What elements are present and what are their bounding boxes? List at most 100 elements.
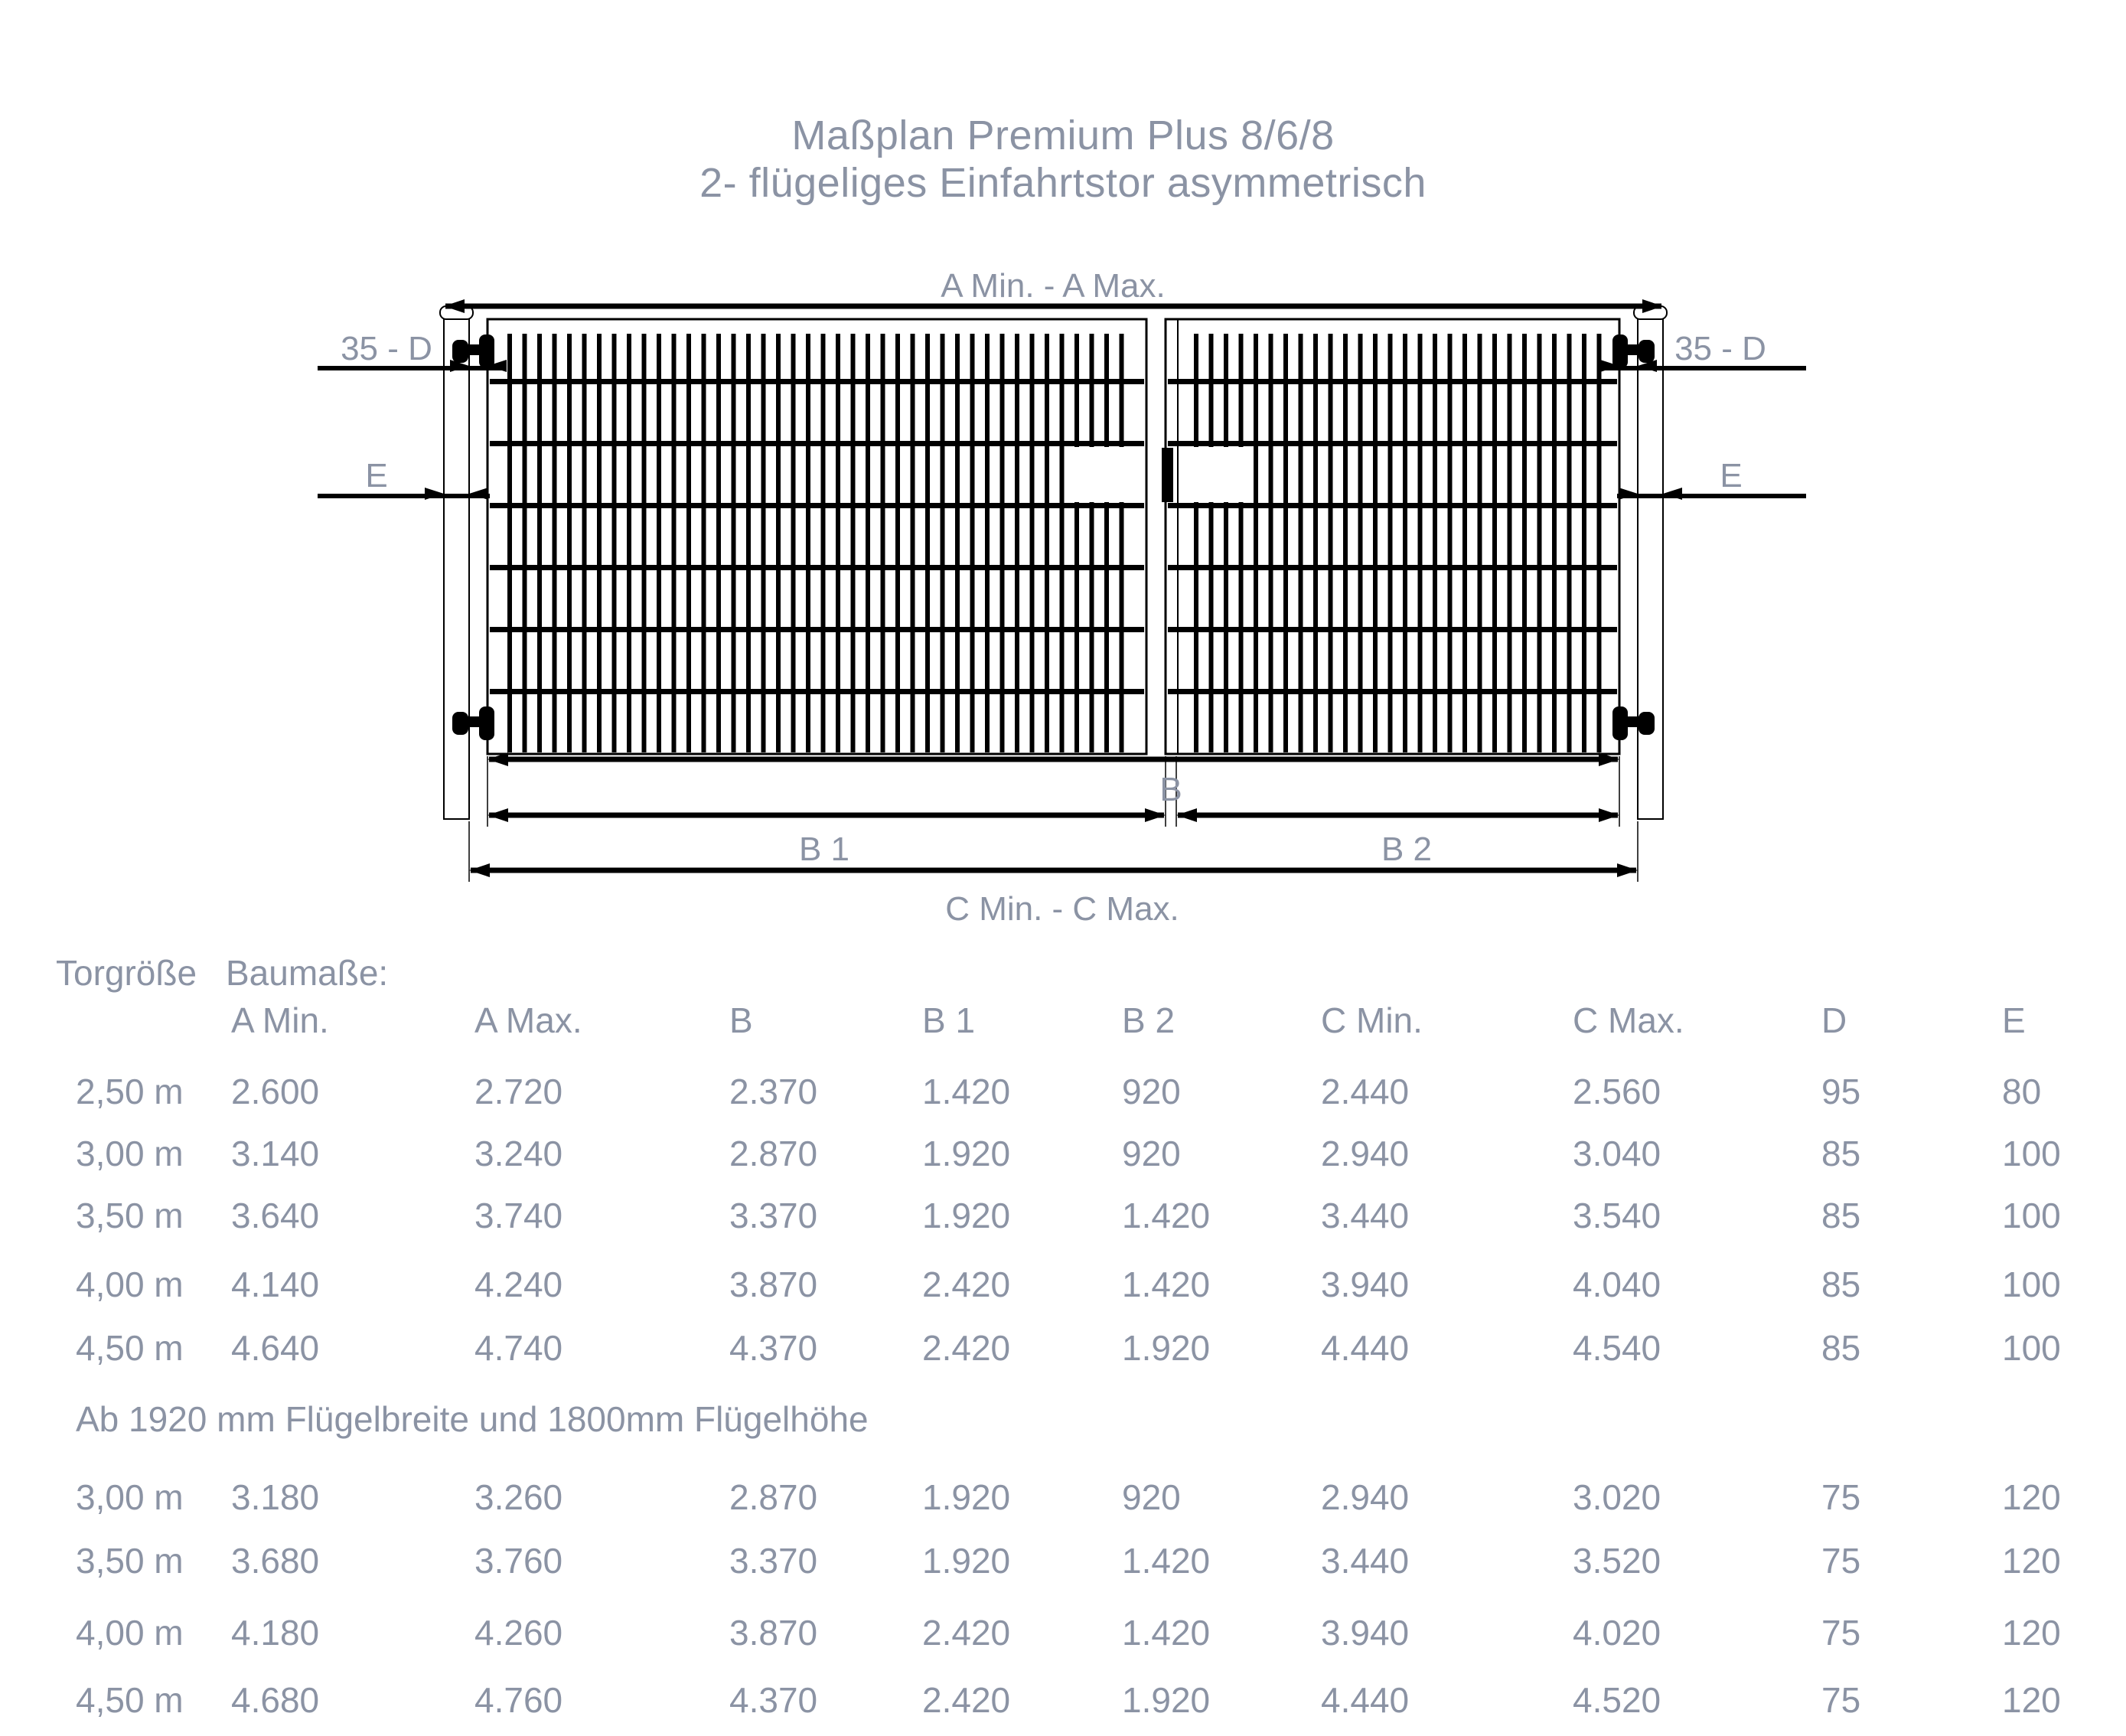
col-b: B bbox=[729, 1000, 753, 1040]
table-row: 4,00 m 4.180 4.260 3.870 2.420 1.420 3.9… bbox=[0, 1612, 2126, 1658]
value-c-max: 3.040 bbox=[1573, 1134, 1661, 1173]
value-b: 4.370 bbox=[729, 1680, 818, 1720]
value-a-max: 3.740 bbox=[474, 1196, 563, 1235]
left-wing-lock-cutout bbox=[1074, 447, 1143, 502]
col-d: D bbox=[1821, 1000, 1847, 1040]
title-line-1: Maßplan Premium Plus 8/6/8 bbox=[791, 113, 1335, 158]
value-b1: 2.420 bbox=[922, 1264, 1011, 1304]
value-b2: 920 bbox=[1122, 1477, 1181, 1517]
dim-label-a: A Min. - A Max. bbox=[941, 267, 1165, 305]
value-a-max: 4.760 bbox=[474, 1680, 563, 1720]
value-c-min: 2.440 bbox=[1321, 1072, 1410, 1111]
value-a-min: 3.680 bbox=[231, 1541, 320, 1581]
value-e: 120 bbox=[2002, 1680, 2061, 1720]
value-b1: 2.420 bbox=[922, 1680, 1011, 1720]
gate-size: 3,50 m bbox=[76, 1196, 184, 1235]
value-a-min: 2.600 bbox=[231, 1072, 320, 1111]
value-d: 85 bbox=[1821, 1328, 1861, 1368]
value-b1: 1.920 bbox=[922, 1541, 1011, 1581]
col-c-min: C Min. bbox=[1321, 1000, 1423, 1040]
right-gate-wing bbox=[1164, 318, 1621, 755]
value-c-min: 3.940 bbox=[1321, 1264, 1410, 1304]
dim-label-e-left: E bbox=[365, 457, 387, 494]
value-e: 100 bbox=[2002, 1196, 2061, 1235]
value-c-max: 3.540 bbox=[1573, 1196, 1661, 1235]
value-b2: 1.920 bbox=[1122, 1680, 1211, 1720]
table-row: 4,00 m 4.140 4.240 3.870 2.420 1.420 3.9… bbox=[0, 1264, 2126, 1310]
value-d: 75 bbox=[1821, 1477, 1861, 1517]
col-b2: B 2 bbox=[1122, 1000, 1175, 1040]
gate-size: 3,50 m bbox=[76, 1541, 184, 1581]
value-d: 75 bbox=[1821, 1613, 1861, 1653]
table-row: 4,50 m 4.640 4.740 4.370 2.420 1.920 4.4… bbox=[0, 1327, 2126, 1373]
table-note: Ab 1920 mm Flügelbreite und 1800mm Flüge… bbox=[76, 1399, 869, 1439]
left-hinge-bottom bbox=[452, 706, 494, 740]
value-b2: 920 bbox=[1122, 1134, 1181, 1173]
value-a-max: 2.720 bbox=[474, 1072, 563, 1111]
table-row: 3,50 m 3.640 3.740 3.370 1.920 1.420 3.4… bbox=[0, 1195, 2126, 1241]
value-b1: 1.920 bbox=[922, 1196, 1011, 1235]
right-hinge-top bbox=[1612, 334, 1655, 368]
value-a-max: 3.260 bbox=[474, 1477, 563, 1517]
value-d: 75 bbox=[1821, 1541, 1861, 1581]
col-c-max: C Max. bbox=[1573, 1000, 1684, 1040]
value-c-max: 4.540 bbox=[1573, 1328, 1661, 1368]
value-a-min: 4.140 bbox=[231, 1264, 320, 1304]
dim-label-b1: B 1 bbox=[799, 830, 849, 868]
value-a-max: 3.760 bbox=[474, 1541, 563, 1581]
header-baumasse: Baumaße: bbox=[226, 953, 389, 993]
dim-c bbox=[469, 863, 1638, 877]
horizontal-rails bbox=[490, 379, 1617, 694]
value-b2: 1.420 bbox=[1122, 1196, 1211, 1235]
table-row: 4,50 m 4.680 4.760 4.370 2.420 1.920 4.4… bbox=[0, 1679, 2126, 1725]
extension-lines bbox=[468, 756, 1639, 882]
table-row: 3,00 m 3.180 3.260 2.870 1.920 920 2.940… bbox=[0, 1477, 2126, 1522]
value-a-min: 3.640 bbox=[231, 1196, 320, 1235]
value-c-max: 3.520 bbox=[1573, 1541, 1661, 1581]
gate-size: 3,00 m bbox=[76, 1477, 184, 1517]
value-e: 100 bbox=[2002, 1134, 2061, 1173]
dim-d-right bbox=[1600, 360, 1806, 372]
value-e: 80 bbox=[2002, 1072, 2042, 1111]
table-row: 3,50 m 3.680 3.760 3.370 1.920 1.420 3.4… bbox=[0, 1540, 2126, 1586]
gate-size: 4,50 m bbox=[76, 1328, 184, 1368]
value-b: 3.870 bbox=[729, 1613, 818, 1653]
value-d: 85 bbox=[1821, 1134, 1861, 1173]
value-e: 120 bbox=[2002, 1541, 2061, 1581]
value-c-min: 3.940 bbox=[1321, 1613, 1410, 1653]
left-gate-wing bbox=[486, 318, 1148, 755]
value-e: 120 bbox=[2002, 1613, 2061, 1653]
table-column-headers: A Min. A Max. B B 1 B 2 C Min. C Max. D … bbox=[0, 1000, 2126, 1046]
gate-size: 4,00 m bbox=[76, 1613, 184, 1653]
col-b1: B 1 bbox=[922, 1000, 976, 1040]
header-torgroesse: Torgröße bbox=[56, 953, 197, 993]
value-b: 2.870 bbox=[729, 1477, 818, 1517]
value-b: 2.370 bbox=[729, 1072, 818, 1111]
value-a-min: 3.140 bbox=[231, 1134, 320, 1173]
right-hinge-bottom bbox=[1612, 706, 1655, 740]
value-c-max: 3.020 bbox=[1573, 1477, 1661, 1517]
value-b: 4.370 bbox=[729, 1328, 818, 1368]
value-b: 2.870 bbox=[729, 1134, 818, 1173]
value-c-min: 4.440 bbox=[1321, 1328, 1410, 1368]
dim-e-left bbox=[318, 488, 490, 500]
page-title: Maßplan Premium Plus 8/6/8 2- flügeliges… bbox=[0, 112, 2126, 207]
table-row: 2,50 m 2.600 2.720 2.370 1.420 920 2.440… bbox=[0, 1071, 2126, 1117]
dim-label-e-right: E bbox=[1720, 457, 1742, 494]
value-b1: 2.420 bbox=[922, 1613, 1011, 1653]
value-a-min: 4.180 bbox=[231, 1613, 320, 1653]
value-c-max: 4.020 bbox=[1573, 1613, 1661, 1653]
dim-b2 bbox=[1176, 808, 1619, 822]
col-a-min: A Min. bbox=[231, 1000, 329, 1040]
value-b1: 2.420 bbox=[922, 1328, 1011, 1368]
value-c-min: 2.940 bbox=[1321, 1134, 1410, 1173]
gate-size: 2,50 m bbox=[76, 1072, 184, 1111]
value-e: 120 bbox=[2002, 1477, 2061, 1517]
dim-b1 bbox=[487, 808, 1166, 822]
dim-label-b: B bbox=[1159, 771, 1182, 808]
value-b2: 1.420 bbox=[1122, 1613, 1211, 1653]
value-c-min: 4.440 bbox=[1321, 1680, 1410, 1720]
gate-size: 3,00 m bbox=[76, 1134, 184, 1173]
